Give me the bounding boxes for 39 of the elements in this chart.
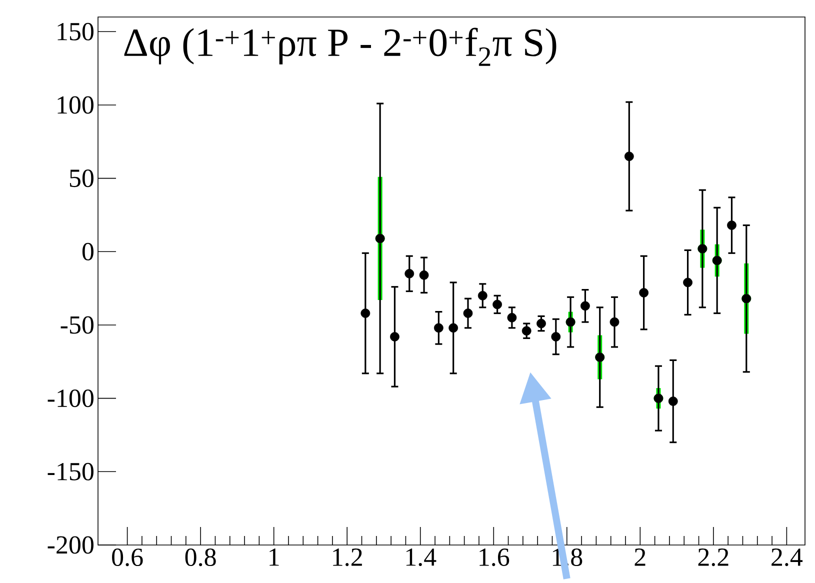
x-tick-label: 1.6 — [480, 548, 510, 566]
point — [580, 301, 590, 311]
point — [434, 323, 444, 333]
point — [668, 396, 678, 406]
y-tick-label: -150 — [48, 462, 94, 480]
x-tick-label: 0.8 — [185, 548, 216, 566]
y-tick-label: 100 — [58, 96, 94, 114]
x-tick-label: 2 — [634, 548, 646, 566]
x-tick-label: 0.6 — [112, 548, 143, 566]
x-tick-label: 1 — [270, 548, 279, 566]
x-tick-label: 1.4 — [406, 548, 436, 566]
chart-title: Δφ (1$^{-+}$1$^{+}$ρπ P - 2$^{-+}$0$^{+}$f$_{2}$π S) — [124, 28, 556, 66]
point — [610, 317, 620, 327]
y-tick-label: 0 — [82, 242, 94, 260]
y-tick-label: -100 — [48, 390, 94, 408]
point — [404, 268, 414, 278]
point — [551, 332, 561, 342]
x-tick-label: 1.8 — [552, 548, 582, 566]
point — [639, 288, 649, 298]
y-tick-label: 150 — [58, 22, 94, 40]
point — [727, 220, 736, 230]
y-tick-label: -200 — [48, 536, 94, 554]
point — [507, 312, 517, 322]
point — [478, 290, 488, 300]
point — [448, 323, 458, 333]
x-tick-label: 1.2 — [333, 548, 362, 566]
x-tick-label: 2.2 — [698, 548, 728, 566]
point — [360, 308, 370, 318]
point — [492, 300, 502, 310]
point — [419, 270, 429, 280]
point — [624, 152, 634, 162]
y-tick-label: -50 — [60, 316, 94, 334]
point — [522, 326, 532, 336]
y-tick-label: 50 — [70, 170, 94, 188]
point — [390, 332, 400, 342]
x-tick-label: 2.4 — [772, 548, 803, 566]
point — [536, 318, 546, 328]
point — [463, 308, 473, 318]
point — [683, 278, 692, 288]
